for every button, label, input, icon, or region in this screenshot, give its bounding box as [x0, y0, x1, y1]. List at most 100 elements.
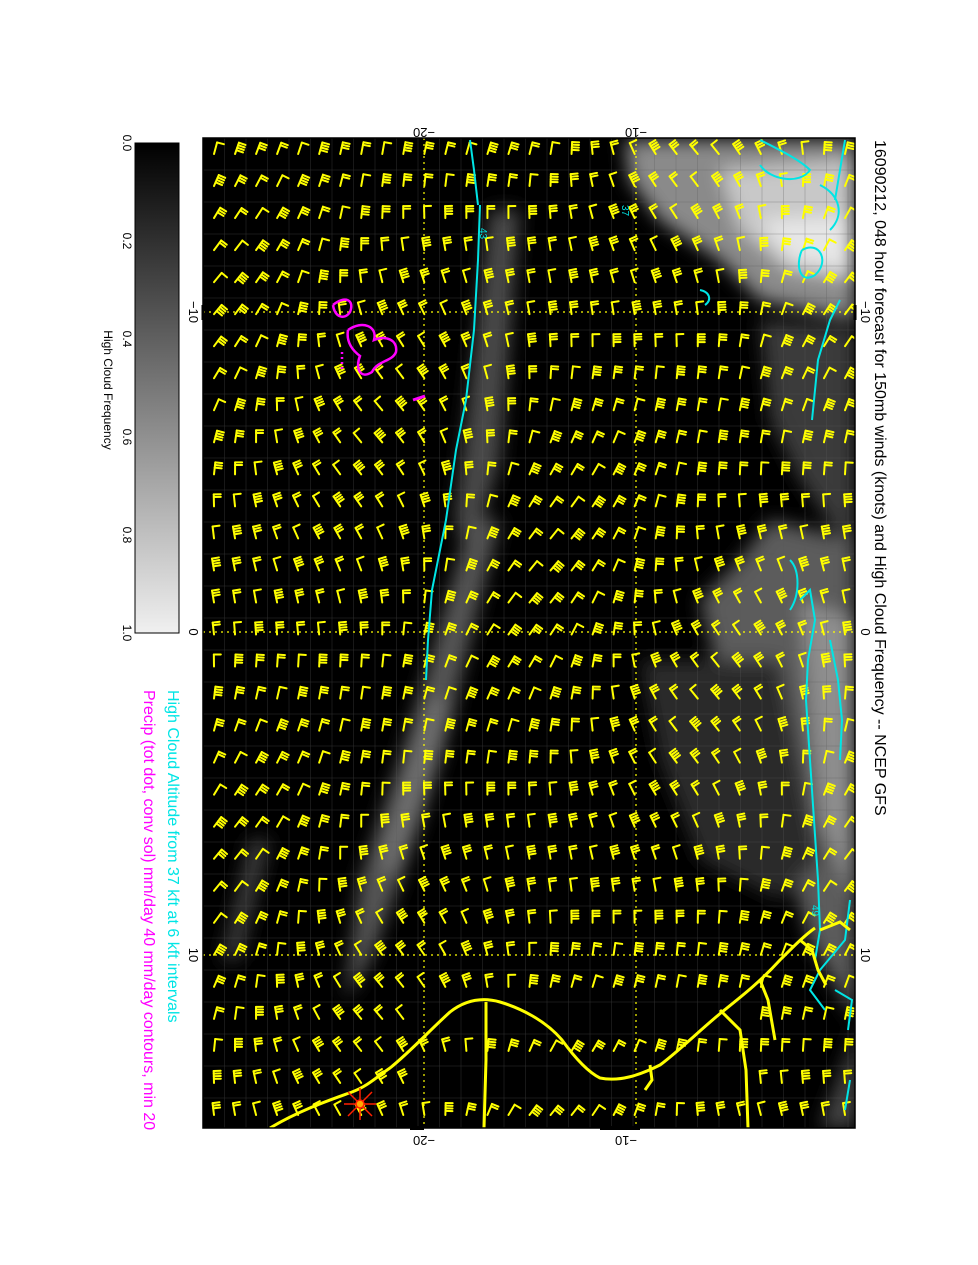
wind-barb: [548, 909, 558, 924]
wind-barb: [293, 427, 305, 444]
wind-barb: [711, 171, 724, 188]
wind-barb: [373, 972, 385, 988]
wind-barb: [291, 491, 302, 508]
wind-barb: [464, 1037, 474, 1052]
wind-barb: [549, 749, 559, 764]
wind-barb: [396, 491, 406, 508]
wind-barb: [255, 751, 269, 764]
wind-barb: [570, 463, 585, 476]
wind-barb: [276, 910, 288, 924]
wind-barb: [297, 909, 307, 924]
wind-barb: [528, 973, 539, 988]
wind-barb: [733, 171, 744, 188]
wind-barb: [736, 524, 747, 540]
wind-barb: [591, 622, 605, 636]
wind-barb: [780, 846, 793, 860]
wind-barb: [549, 365, 560, 380]
wind-barb: [759, 813, 769, 828]
wind-barb: [844, 461, 854, 476]
wind-barb: [669, 203, 678, 220]
wind-barb: [547, 876, 558, 892]
wind-barb: [507, 397, 517, 412]
wind-barb: [376, 1100, 387, 1116]
wind-barb: [628, 747, 638, 764]
wind-barb: [693, 844, 705, 860]
wind-barb: [332, 1068, 342, 1084]
wind-barb: [779, 748, 789, 764]
wind-barb: [570, 685, 582, 700]
wind-barb: [570, 591, 586, 604]
wind-barb: [353, 491, 365, 508]
wind-barb: [213, 1037, 224, 1052]
wind-barb: [211, 620, 221, 636]
wind-barb: [460, 363, 471, 380]
wind-barb: [421, 524, 432, 540]
wind-barb: [272, 491, 283, 508]
wind-barb: [591, 590, 606, 604]
wind-barb: [547, 236, 557, 252]
wind-barb: [648, 139, 661, 155]
wind-barb: [272, 1100, 284, 1116]
wind-barb: [612, 653, 622, 668]
wind-barb: [255, 879, 270, 892]
wind-barb: [353, 1068, 363, 1084]
wind-barb: [423, 557, 433, 572]
wind-barb: [737, 492, 747, 508]
wind-barb: [461, 844, 473, 860]
wind-barb: [628, 139, 638, 155]
wind-barb: [505, 364, 516, 380]
wind-barb: [548, 332, 559, 348]
wind-barb: [799, 524, 809, 540]
wind-barb: [669, 779, 681, 796]
wind-barb: [334, 555, 345, 572]
wind-barb: [822, 270, 838, 284]
wind-barb: [654, 909, 664, 924]
wind-barb: [591, 653, 603, 668]
wind-barb: [675, 429, 688, 444]
wind-barb: [759, 878, 772, 892]
wind-barb: [591, 974, 604, 988]
wind-barb: [255, 429, 265, 444]
wind-barb: [738, 845, 748, 860]
wind-barb: [822, 398, 836, 412]
wind-barb: [276, 333, 289, 348]
wind-barb: [588, 812, 598, 828]
wind-barb: [339, 717, 351, 732]
wind-barb: [272, 1068, 281, 1084]
wind-barb: [547, 300, 558, 316]
wind-barb: [528, 429, 541, 444]
colorbar-tick-label: 1.0: [120, 625, 134, 642]
wind-barb: [213, 335, 228, 348]
wind-barb: [759, 1006, 771, 1020]
wind-barb: [357, 588, 369, 604]
wind-barb: [528, 655, 543, 668]
map-axis-ticks: [201, 305, 857, 1130]
wind-barb: [608, 747, 619, 764]
wind-barb: [547, 844, 558, 860]
wind-barb: [213, 206, 228, 220]
wind-barb: [507, 429, 518, 444]
wind-barb: [360, 717, 372, 732]
wind-barb: [507, 686, 521, 700]
wind-barb: [360, 653, 370, 668]
wind-barb: [731, 683, 743, 700]
wind-barb: [252, 1068, 262, 1084]
wind-barb: [504, 908, 515, 924]
wind-barb: [507, 655, 522, 668]
wind-barb: [255, 141, 268, 155]
wind-barb: [213, 429, 225, 444]
wind-barb: [696, 493, 707, 508]
legend-cloud-altitude: High Cloud Altitude from 37 kft at 6 kft…: [164, 690, 181, 1023]
wind-barb: [255, 942, 268, 956]
wind-barb: [589, 876, 600, 892]
wind-barb: [738, 909, 750, 924]
wind-barb: [549, 397, 561, 412]
wind-barb: [780, 974, 794, 988]
wind-barb: [395, 427, 406, 444]
wind-barb: [671, 267, 683, 284]
wind-barb: [569, 172, 580, 188]
wind-barb: [549, 591, 565, 604]
wind-barb: [738, 974, 751, 988]
wind-barb: [418, 875, 430, 892]
wind-barb: [276, 878, 290, 892]
